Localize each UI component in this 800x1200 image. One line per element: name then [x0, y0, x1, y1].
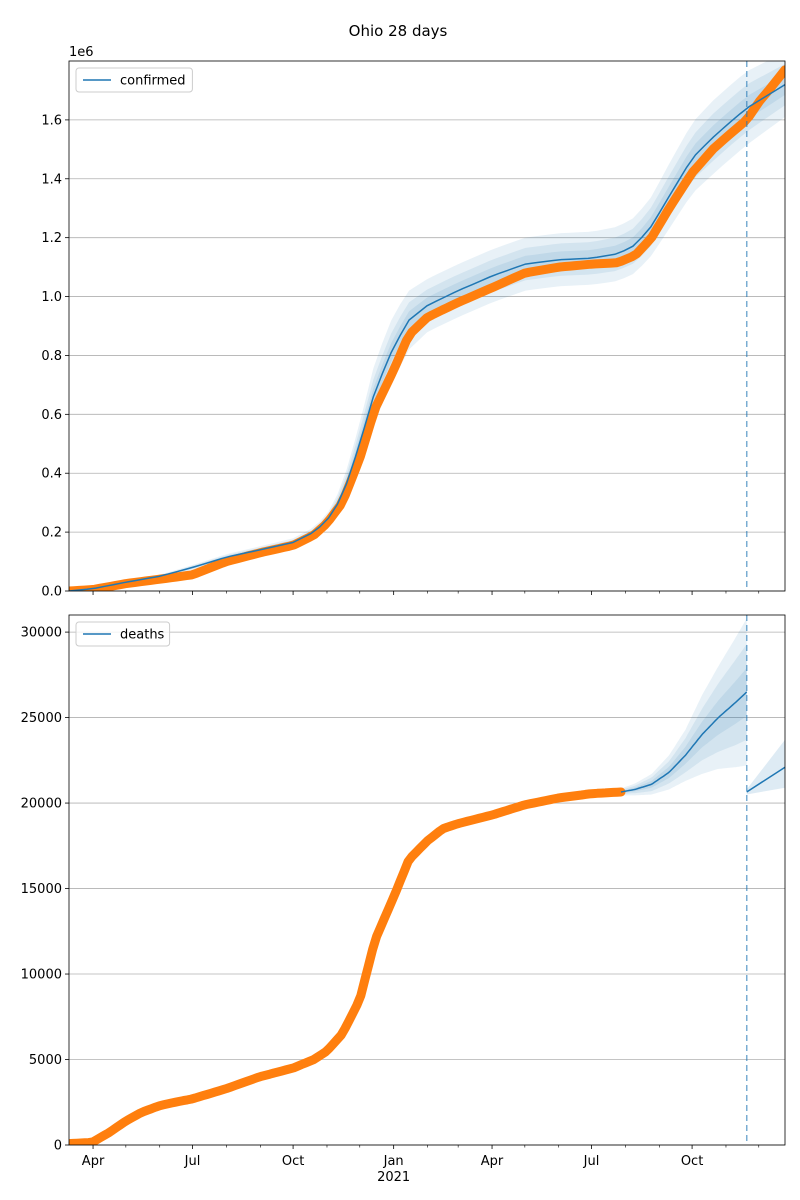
y-tick-label: 0.8 [41, 349, 62, 364]
x-tick-label: Apr [82, 1154, 105, 1169]
legend-label: deaths [120, 628, 165, 643]
y-tick-label: 20000 [21, 797, 62, 812]
y-tick-label: 5000 [29, 1053, 62, 1068]
figure-title: Ohio 28 days [349, 22, 448, 40]
legend: deaths [75, 621, 171, 647]
model-line [69, 83, 785, 591]
x-tick-label: Apr [481, 1154, 504, 1169]
observed-series [69, 65, 785, 591]
restart-model-line [746, 766, 785, 793]
confidence-band-3 [621, 668, 747, 793]
confidence-band-2 [69, 63, 785, 591]
x-tick-label: Jul [184, 1154, 201, 1169]
y-offset-text: 1e6 [69, 45, 94, 60]
x-year-label: 2021 [377, 1170, 410, 1185]
confidence-band-1 [621, 618, 747, 796]
restart-confidence-band [746, 739, 785, 795]
confidence-band-3 [69, 74, 785, 591]
y-tick-label: 1.6 [41, 113, 62, 128]
x-tick-label: Jan [383, 1154, 404, 1169]
x-tick-label: Oct [282, 1154, 304, 1169]
legend: confirmed [75, 67, 193, 93]
y-tick-label: 1.4 [41, 172, 62, 187]
y-tick-label: 0 [54, 1139, 62, 1154]
x-tick-label: Jul [583, 1154, 600, 1169]
y-tick-label: 0.4 [41, 467, 62, 482]
legend-box [75, 621, 171, 647]
confirmed-panel: 0.0 0.2 0.4 0.6 0.8 1.0 1.2 1.4 1.6 confirmed [41, 60, 786, 600]
y-tick-label: 10000 [21, 968, 62, 983]
legend-box [75, 67, 193, 93]
y-tick-label: 30000 [21, 626, 62, 641]
axes-frame [68, 60, 786, 592]
legend-label: confirmed [120, 74, 186, 89]
confidence-band-2 [621, 644, 747, 794]
axes-frame [68, 614, 786, 1146]
deaths-panel: 0 5000 10000 15000 20000 25000 30000 Apr Jul Oct J… [21, 614, 786, 1185]
y-tick-label: 1.2 [41, 231, 62, 246]
y-tick-label: 0.2 [41, 526, 62, 541]
model-line [620, 691, 748, 793]
observed-series [69, 787, 626, 1145]
x-tick-label: Oct [681, 1154, 703, 1169]
y-tick-label: 15000 [21, 882, 62, 897]
y-tick-label: 0.6 [41, 408, 62, 423]
y-tick-label: 25000 [21, 711, 62, 726]
confidence-band-1 [69, 61, 785, 591]
y-tick-label: 1.0 [41, 290, 62, 305]
y-tick-label: 0.0 [41, 585, 62, 600]
